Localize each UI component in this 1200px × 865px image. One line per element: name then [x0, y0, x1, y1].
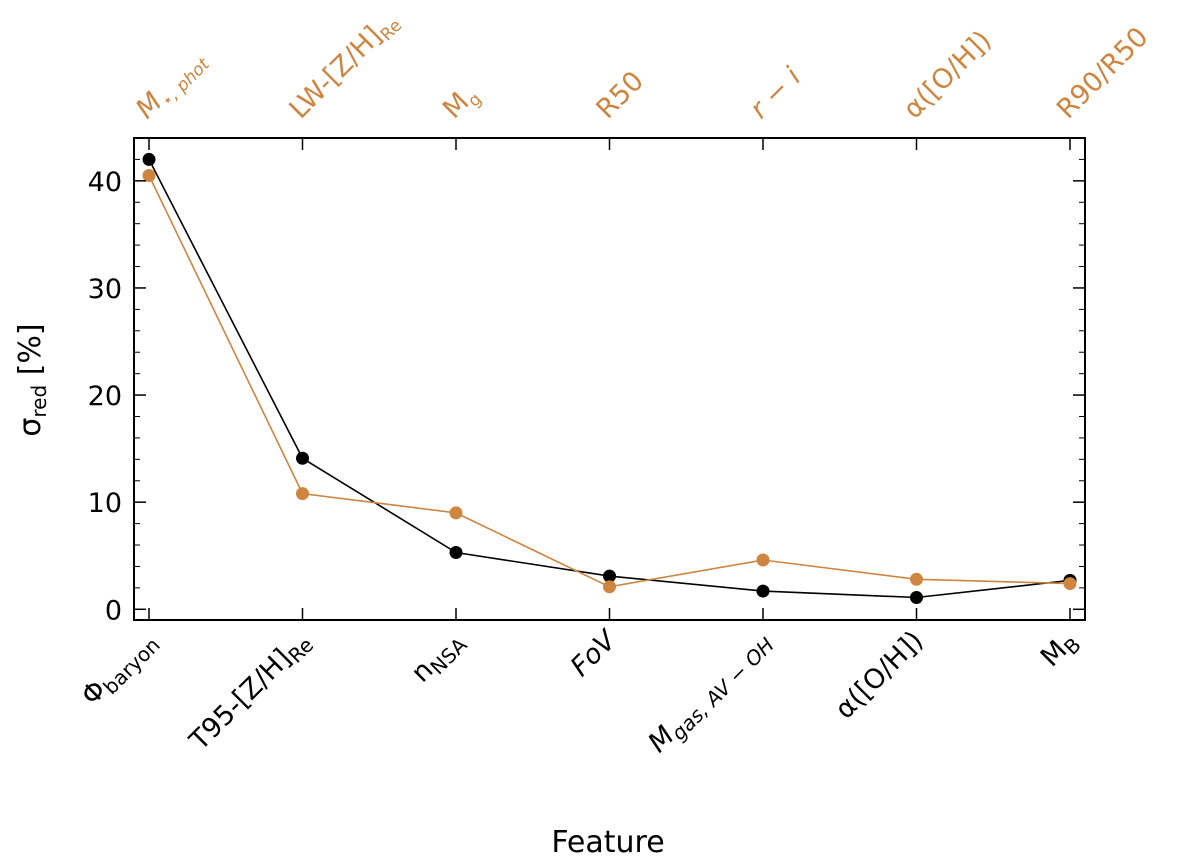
x-axis-title: Feature	[551, 825, 664, 860]
series-2-point	[756, 553, 770, 567]
y-tick-label: 0	[105, 595, 122, 626]
x-bottom-label: T95-[Z/H]Re	[183, 625, 318, 760]
x-top-label: α([O/H])	[898, 25, 998, 125]
series-2-line	[148, 175, 1071, 588]
x-top-label: Mg	[437, 79, 486, 128]
x-top-label: LW-[Z/H]Re	[284, 5, 407, 128]
y-axis-title-unit: [%]	[13, 323, 48, 384]
series-1-point	[142, 152, 156, 166]
series-2-point	[142, 168, 156, 182]
series-2-point	[449, 506, 463, 520]
y-axis-title-subscript: red	[27, 385, 51, 418]
x-bottom-label: nNSA	[405, 625, 472, 692]
series-1-point	[296, 451, 309, 465]
y-tick-label: 20	[88, 381, 122, 412]
x-bottom-label: MB	[1035, 625, 1086, 676]
x-top-category-labels: M⋆, phot LW-[Z/H]Re Mg R50 r − i α([O/H]) R90/…	[130, 5, 1154, 128]
plot-frame	[133, 137, 1086, 621]
x-bottom-category-labels: Φbaryon T95-[Z/H]Re nNSA FoV Mgas, AV − OH α(…	[76, 623, 1086, 761]
y-tick-labels: 0 10 20 30 40	[88, 167, 122, 626]
plot-series	[142, 152, 1077, 605]
x-top-label: R90/R50	[1051, 21, 1154, 124]
series-2-point	[1063, 577, 1077, 591]
x-bottom-label: α([O/H])	[829, 625, 929, 725]
x-bottom-label: Φbaryon	[76, 625, 165, 714]
x-top-label: R50	[591, 65, 650, 124]
x-top-label: M⋆, phot	[130, 43, 215, 128]
series-1-point	[449, 546, 463, 560]
series-2-point	[296, 487, 309, 501]
series-1-point	[603, 569, 616, 583]
y-axis-title: σred [%]	[13, 323, 51, 436]
series-1-point	[910, 591, 923, 605]
series-2-point	[910, 572, 923, 586]
y-axis-title-symbol: σ	[13, 418, 48, 437]
axis-ticks	[134, 137, 1085, 620]
y-tick-label: 10	[88, 488, 122, 519]
series-1-point	[756, 584, 770, 598]
series-1-line	[148, 159, 1071, 599]
y-tick-label: 40	[88, 167, 122, 198]
series-2-point	[603, 580, 616, 594]
y-tick-label: 30	[88, 274, 122, 305]
x-bottom-label: FoV	[565, 623, 624, 682]
x-top-label: r − i	[744, 61, 808, 125]
x-bottom-label: Mgas, AV − OH	[642, 625, 778, 761]
